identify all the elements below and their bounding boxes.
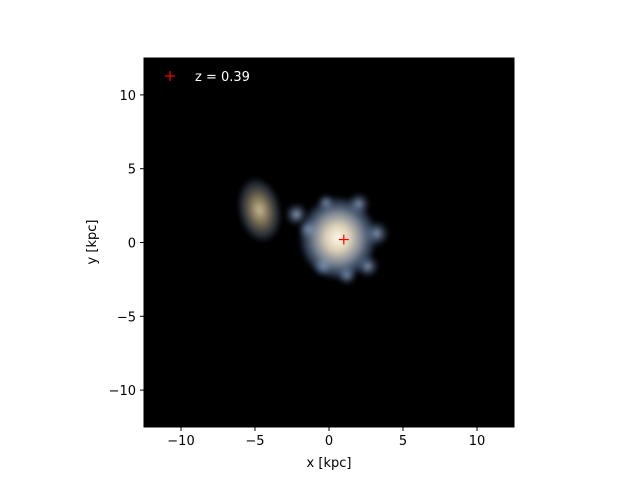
x-tick-label: 10 — [469, 434, 486, 449]
legend-label: z = 0.39 — [195, 70, 250, 85]
data-point-plus — [338, 234, 349, 245]
x-axis-label: x [kpc] — [307, 456, 352, 471]
x-tick-label: 5 — [399, 434, 407, 449]
x-tick-label: 0 — [325, 434, 333, 449]
x-tick-label: −5 — [245, 434, 264, 449]
x-tick-label: −10 — [167, 434, 194, 449]
companion-galaxy — [236, 176, 283, 244]
legend-marker-plus — [165, 71, 175, 81]
legend: z = 0.39 — [165, 70, 250, 85]
x-axis-ticks: −10 −5 0 5 10 — [167, 427, 485, 449]
y-axis-ticks: −10 −5 0 5 10 — [109, 89, 144, 399]
marker-layer — [338, 234, 349, 245]
y-tick-label: −5 — [117, 310, 136, 325]
y-tick-label: 10 — [119, 89, 136, 104]
y-axis-label: y [kpc] — [85, 220, 100, 265]
main-galaxy — [297, 195, 378, 281]
y-tick-label: −10 — [109, 384, 136, 399]
y-tick-label: 5 — [128, 163, 136, 178]
y-tick-label: 0 — [128, 237, 136, 252]
galaxy-image — [236, 176, 390, 286]
